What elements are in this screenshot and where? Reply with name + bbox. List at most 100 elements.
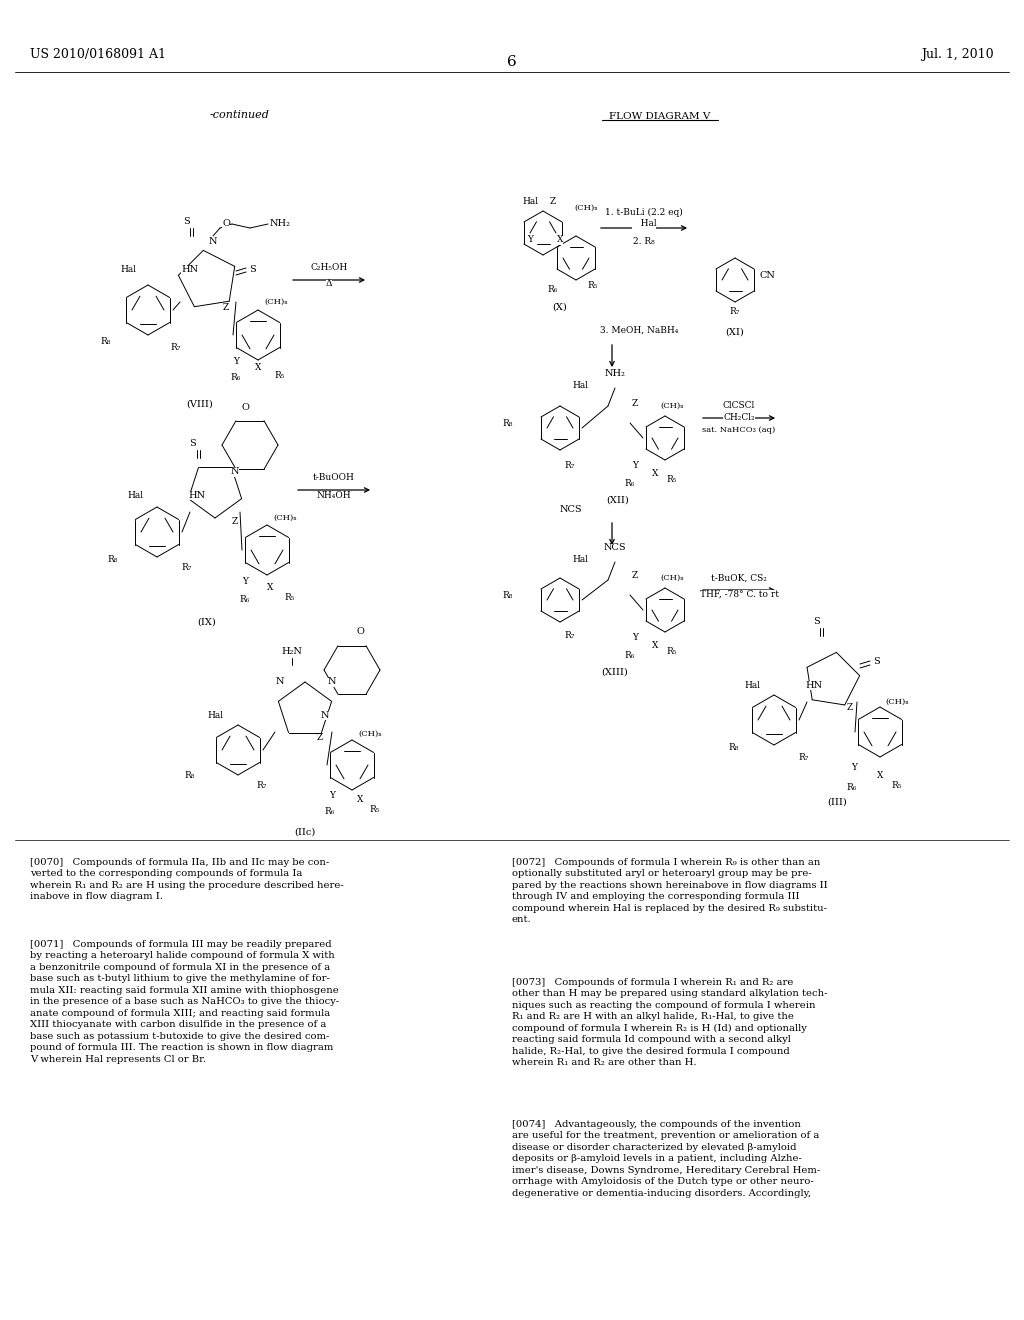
Text: [0074]   Advantageously, the compounds of the invention
are useful for the treat: [0074] Advantageously, the compounds of … <box>512 1119 820 1197</box>
Text: R₇: R₇ <box>182 564 193 573</box>
Text: Y: Y <box>527 235 534 244</box>
Text: Z: Z <box>550 198 556 206</box>
Text: [0072]   Compounds of formula I wherein R₉ is other than an
optionally substitut: [0072] Compounds of formula I wherein R₉… <box>512 858 827 924</box>
Text: HN: HN <box>806 681 822 689</box>
Text: Z: Z <box>632 399 638 408</box>
Text: S: S <box>182 218 189 227</box>
Text: (VIII): (VIII) <box>186 400 213 409</box>
Text: 3. MeOH, NaBH₄: 3. MeOH, NaBH₄ <box>600 326 678 334</box>
Text: X: X <box>356 796 364 804</box>
Text: X: X <box>877 771 883 780</box>
Text: Y: Y <box>632 634 638 643</box>
Text: R₅: R₅ <box>274 371 286 380</box>
Text: R₆: R₆ <box>230 374 241 383</box>
Text: Y: Y <box>233 358 239 367</box>
Text: R₇: R₇ <box>257 780 267 789</box>
Text: (IX): (IX) <box>198 618 216 627</box>
Text: Hal: Hal <box>127 491 143 499</box>
Text: THF, -78° C. to rt: THF, -78° C. to rt <box>699 590 778 598</box>
Text: 1. t-BuLi (2.2 eq): 1. t-BuLi (2.2 eq) <box>605 207 683 216</box>
Text: 2. R₈: 2. R₈ <box>633 238 655 247</box>
Text: Hal: Hal <box>632 219 656 228</box>
Text: (XII): (XII) <box>606 496 630 506</box>
Text: R₇: R₇ <box>730 308 740 317</box>
Text: Y: Y <box>242 578 248 586</box>
Text: t-BuOK, CS₂: t-BuOK, CS₂ <box>711 573 767 582</box>
Text: R₇: R₇ <box>565 631 575 639</box>
Text: N: N <box>321 710 330 719</box>
Text: (XIII): (XIII) <box>602 668 629 677</box>
Text: (CH)ₙ: (CH)ₙ <box>273 513 297 521</box>
Text: N: N <box>230 467 240 477</box>
Text: R₅: R₅ <box>892 780 902 789</box>
Text: S: S <box>814 618 820 627</box>
Text: CH₂Cl₂: CH₂Cl₂ <box>723 413 755 422</box>
Text: (IIc): (IIc) <box>294 828 315 837</box>
Text: Hal: Hal <box>744 681 760 689</box>
Text: (X): (X) <box>553 304 567 312</box>
Text: (CH)ₙ: (CH)ₙ <box>264 298 288 306</box>
Text: Hal: Hal <box>522 198 538 206</box>
Text: H₂N: H₂N <box>282 648 302 656</box>
Text: NH₂: NH₂ <box>269 219 291 228</box>
Text: S: S <box>189 440 197 449</box>
Text: (CH)ₙ: (CH)ₙ <box>660 403 684 411</box>
Text: Hal: Hal <box>572 381 588 391</box>
Text: Z: Z <box>632 570 638 579</box>
Text: Z: Z <box>316 734 324 742</box>
Text: S: S <box>873 657 881 667</box>
Text: R₆: R₆ <box>548 285 558 294</box>
Text: X: X <box>267 583 273 593</box>
Text: N: N <box>328 677 336 686</box>
Text: HN: HN <box>188 491 206 499</box>
Text: R₅: R₅ <box>667 475 677 484</box>
Text: NCS: NCS <box>560 506 583 515</box>
Text: R₈: R₈ <box>184 771 196 780</box>
Text: Z: Z <box>847 704 853 713</box>
Text: [0071]   Compounds of formula III may be readily prepared
by reacting a heteroar: [0071] Compounds of formula III may be r… <box>30 940 339 1064</box>
Text: (CH)ₙ: (CH)ₙ <box>885 698 909 706</box>
Text: R₅: R₅ <box>667 648 677 656</box>
Text: (CH)ₙ: (CH)ₙ <box>660 574 684 582</box>
Text: (CH)ₙ: (CH)ₙ <box>574 205 598 213</box>
Text: Y: Y <box>851 763 857 772</box>
Text: R₅: R₅ <box>285 594 295 602</box>
Text: FLOW DIAGRAM V: FLOW DIAGRAM V <box>609 112 711 121</box>
Text: sat. NaHCO₃ (aq): sat. NaHCO₃ (aq) <box>702 426 775 434</box>
Text: 6: 6 <box>507 55 517 69</box>
Text: C₂H₅OH: C₂H₅OH <box>310 264 347 272</box>
Text: X: X <box>557 235 563 244</box>
Text: NH₂: NH₂ <box>604 368 626 378</box>
Text: -continued: -continued <box>210 110 270 120</box>
Text: R₅: R₅ <box>588 281 598 290</box>
Text: US 2010/0168091 A1: US 2010/0168091 A1 <box>30 48 166 61</box>
Text: [0070]   Compounds of formula IIa, IIb and IIc may be con-
verted to the corresp: [0070] Compounds of formula IIa, IIb and… <box>30 858 344 902</box>
Text: R₆: R₆ <box>240 595 250 605</box>
Text: S: S <box>250 265 256 275</box>
Text: Δ: Δ <box>326 280 332 289</box>
Text: R₆: R₆ <box>847 784 857 792</box>
Text: X: X <box>652 640 658 649</box>
Text: Z: Z <box>223 304 229 313</box>
Text: R₆: R₆ <box>625 651 635 660</box>
Text: X: X <box>652 469 658 478</box>
Text: [0073]   Compounds of formula I wherein R₁ and R₂ are
other than H may be prepar: [0073] Compounds of formula I wherein R₁… <box>512 978 827 1068</box>
Text: X: X <box>255 363 261 372</box>
Text: O: O <box>222 219 230 228</box>
Text: R₇: R₇ <box>171 343 181 352</box>
Text: O: O <box>356 627 364 636</box>
Text: NH₄OH: NH₄OH <box>316 491 351 500</box>
Text: R₅: R₅ <box>370 805 380 814</box>
Text: N: N <box>275 677 285 686</box>
Text: R₈: R₈ <box>108 556 118 565</box>
Text: R₆: R₆ <box>625 479 635 487</box>
Text: Y: Y <box>632 462 638 470</box>
Text: Hal: Hal <box>572 556 588 565</box>
Text: (III): (III) <box>827 799 847 807</box>
Text: N: N <box>209 238 217 247</box>
Text: R₈: R₈ <box>729 743 739 752</box>
Text: O: O <box>241 403 249 412</box>
Text: HN: HN <box>181 265 199 275</box>
Text: R₈: R₈ <box>503 418 513 428</box>
Text: Z: Z <box>231 517 239 527</box>
